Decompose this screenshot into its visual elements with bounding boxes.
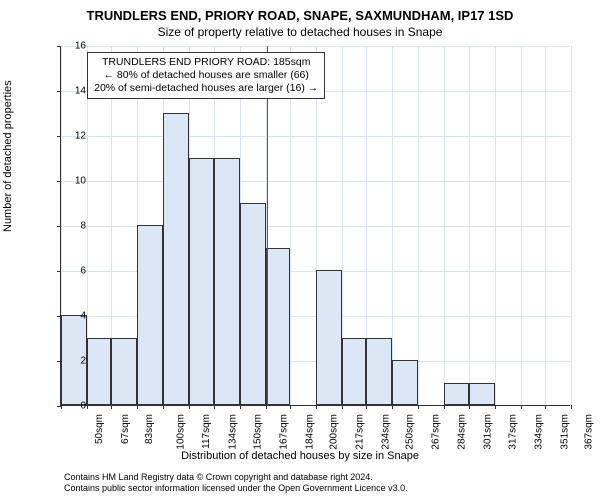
gridline-v [418,46,419,405]
xtick-label: 67sqm [120,414,131,444]
xtick-label: 267sqm [431,414,442,450]
reference-line [267,46,268,405]
xtick-mark [111,405,112,409]
xtick-label: 367sqm [584,414,595,450]
xtick-mark [316,405,317,409]
ytick-label: 8 [62,221,86,232]
ytick-label: 16 [62,41,86,52]
xtick-label: 167sqm [278,414,289,450]
ytick-label: 6 [62,266,86,277]
ytick-label: 14 [62,86,86,97]
histogram-bar [163,113,189,406]
xtick-mark [366,405,367,409]
histogram-bar [214,158,240,406]
footer-line-2: Contains public sector information licen… [64,483,408,494]
histogram-bar [87,338,111,406]
histogram-bar [137,225,163,405]
annotation-line-3: 20% of semi-detached houses are larger (… [94,82,318,95]
xtick-mark [545,405,546,409]
xtick-label: 150sqm [252,414,263,450]
xtick-mark [87,405,88,409]
histogram-bar [444,383,468,406]
ytick-label: 2 [62,356,86,367]
ytick-label: 10 [62,176,86,187]
xtick-label: 334sqm [533,414,544,450]
plot-area: TRUNDLERS END PRIORY ROAD: 185sqm ← 80% … [60,46,570,406]
histogram-bar [266,248,290,406]
ytick-label: 12 [62,131,86,142]
xtick-mark [266,405,267,409]
xtick-mark [418,405,419,409]
gridline-v [392,46,393,405]
xtick-mark [495,405,496,409]
ytick-label: 4 [62,311,86,322]
chart-container: TRUNDLERS END, PRIORY ROAD, SNAPE, SAXMU… [0,0,600,500]
gridline-v [290,46,291,405]
gridline-v [495,46,496,405]
xtick-label: 234sqm [381,414,392,450]
histogram-bar [111,338,137,406]
xtick-mark [444,405,445,409]
histogram-bar [469,383,495,406]
xtick-label: 301sqm [483,414,494,450]
histogram-bar [366,338,392,406]
xtick-mark [290,405,291,409]
x-axis-label: Distribution of detached houses by size … [0,450,600,462]
histogram-bar [316,270,342,405]
xtick-label: 50sqm [94,414,105,444]
xtick-label: 317sqm [507,414,518,450]
xtick-label: 100sqm [176,414,187,450]
xtick-mark [571,405,572,409]
annotation-line-1: TRUNDLERS END PRIORY ROAD: 185sqm [94,56,318,69]
footer-line-1: Contains HM Land Registry data © Crown c… [64,472,408,483]
xtick-label: 250sqm [405,414,416,450]
histogram-bar [392,360,418,405]
xtick-label: 184sqm [304,414,315,450]
xtick-mark [342,405,343,409]
xtick-mark [240,405,241,409]
chart-title: TRUNDLERS END, PRIORY ROAD, SNAPE, SAXMU… [0,0,600,23]
histogram-bar [240,203,266,406]
xtick-mark [469,405,470,409]
annotation-box: TRUNDLERS END PRIORY ROAD: 185sqm ← 80% … [87,52,325,99]
chart-subtitle: Size of property relative to detached ho… [0,25,600,39]
xtick-label: 200sqm [329,414,340,450]
gridline-v [444,46,445,405]
xtick-label: 117sqm [201,414,212,449]
gridline-v [469,46,470,405]
xtick-mark [392,405,393,409]
gridline-v [571,46,572,405]
xtick-mark [137,405,138,409]
histogram-bar [189,158,213,406]
xtick-mark [214,405,215,409]
xtick-label: 284sqm [457,414,468,450]
xtick-mark [189,405,190,409]
xtick-mark [521,405,522,409]
ytick-label: 0 [62,401,86,412]
y-axis-label: Number of detached properties [2,80,14,232]
annotation-line-2: ← 80% of detached houses are smaller (66… [94,69,318,82]
xtick-label: 351sqm [559,414,570,450]
xtick-label: 134sqm [228,414,239,450]
gridline-v [545,46,546,405]
histogram-bar [342,338,366,406]
xtick-label: 83sqm [144,414,155,444]
footer-attribution: Contains HM Land Registry data © Crown c… [64,472,408,494]
gridline-v [521,46,522,405]
xtick-label: 217sqm [355,414,366,450]
xtick-mark [163,405,164,409]
